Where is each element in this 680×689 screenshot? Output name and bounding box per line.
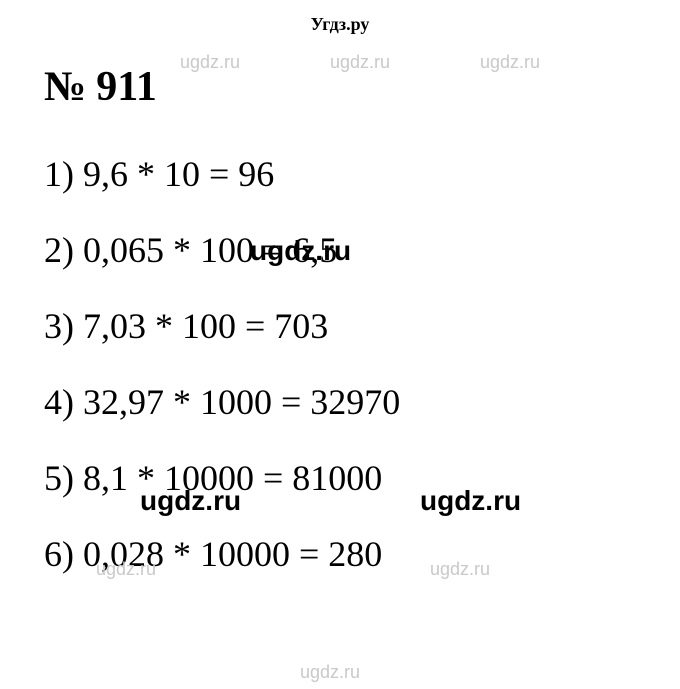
- equation-text: 2) 0,065 * 100 = 6,5: [44, 230, 337, 270]
- equation-text: 1) 9,6 * 10 = 96: [44, 154, 274, 194]
- title-number: 911: [96, 64, 157, 110]
- site-header: Угдз.ру: [0, 0, 680, 35]
- equation-line: 4) 32,97 * 1000 = 32970: [0, 381, 680, 423]
- equation-text: 3) 7,03 * 100 = 703: [44, 306, 328, 346]
- equation-text: 5) 8,1 * 10000 = 81000: [44, 458, 382, 498]
- site-name: Угдз.ру: [311, 14, 370, 34]
- watermark-light: ugdz.ru: [300, 662, 360, 683]
- equation-text: 4) 32,97 * 1000 = 32970: [44, 382, 400, 422]
- equation-text: 6) 0,028 * 10000 = 280: [44, 534, 382, 574]
- title-prefix: №: [44, 64, 86, 110]
- equation-line: 5) 8,1 * 10000 = 81000: [0, 457, 680, 499]
- equation-line: 2) 0,065 * 100 = 6,5: [0, 229, 680, 271]
- equation-line: 6) 0,028 * 10000 = 280: [0, 533, 680, 575]
- equation-line: 1) 9,6 * 10 = 96: [0, 153, 680, 195]
- problem-title: № 911: [0, 63, 680, 119]
- equation-line: 3) 7,03 * 100 = 703: [0, 305, 680, 347]
